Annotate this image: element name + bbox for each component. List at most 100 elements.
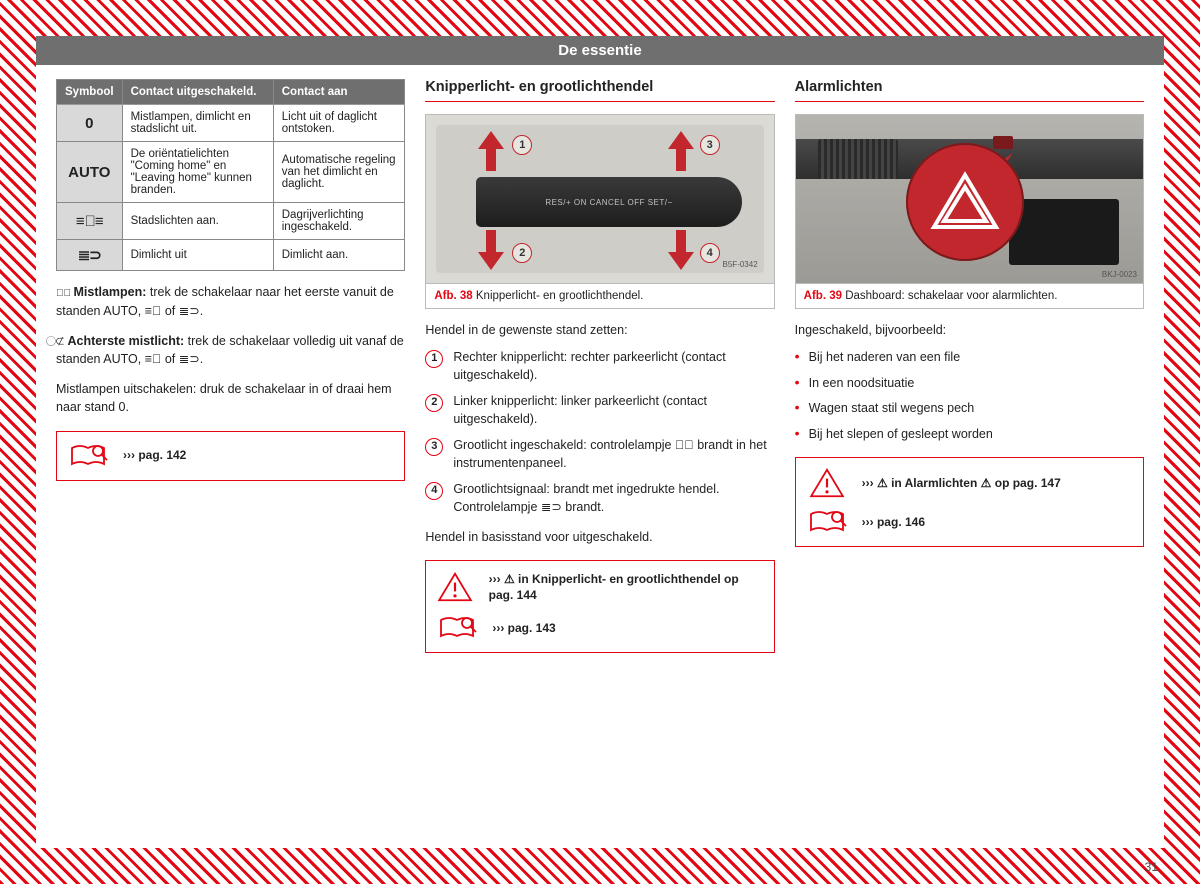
- column-2: Knipperlicht- en grootlichthendel RES/+ …: [425, 79, 774, 838]
- cell-off: Dimlicht uit: [122, 240, 273, 271]
- ref-warn-text: ››› ⚠ in Knipperlicht- en grootlichthend…: [489, 572, 739, 602]
- book-icon: [67, 442, 109, 470]
- figure-caption: Afb. 38 Knipperlicht- en grootlichthende…: [425, 284, 774, 309]
- intro-text: Hendel in de gewenste stand zetten:: [425, 321, 774, 339]
- cell-off: De oriëntatielichten "Coming home" en "L…: [122, 142, 273, 203]
- cell-on: Dimlicht aan.: [273, 240, 405, 271]
- num-4-icon: 4: [425, 482, 443, 500]
- list-item: Bij het slepen of gesleept worden: [795, 426, 1144, 444]
- cell-on: Dagrijverlichting ingeschakeld.: [273, 203, 405, 240]
- num-2-icon: 2: [425, 394, 443, 412]
- list-item: Bij het naderen van een file: [795, 349, 1144, 367]
- sym-cell: 0: [57, 105, 123, 142]
- cell-on: Licht uit of daglicht ontstoken.: [273, 105, 405, 142]
- page-number: 31: [1145, 860, 1158, 874]
- book-icon: [806, 508, 848, 536]
- fig-marker-1: 1: [512, 135, 532, 155]
- arrow-up-icon: [478, 131, 504, 174]
- arrow-up-icon: [668, 131, 694, 174]
- cell-on: Automatische regeling van het dimlicht e…: [273, 142, 405, 203]
- stalk-labels: RES/+ ON CANCEL OFF SET/−: [545, 198, 672, 207]
- ref-text: ››› pag. 146: [862, 514, 925, 530]
- paragraph: ⃝⊄ Achterste mistlicht: trek de schakela…: [56, 332, 405, 369]
- ref-line: ››› pag. 142: [67, 442, 394, 470]
- list-item: Wagen staat stil wegens pech: [795, 400, 1144, 418]
- fig-marker-4: 4: [700, 243, 720, 263]
- list-item: In een noodsituatie: [795, 375, 1144, 393]
- ref-text: ››› pag. 142: [123, 447, 186, 463]
- section-title: Knipperlicht- en grootlichthendel: [425, 79, 774, 102]
- fig-display: [1009, 199, 1119, 265]
- caption-afb: Afb. 38: [434, 290, 472, 302]
- th-symbol: Symbool: [57, 80, 123, 105]
- column-1: Symbool Contact uitgeschakeld. Contact a…: [56, 79, 405, 838]
- ref-line: ››› pag. 143: [436, 614, 763, 642]
- paragraph: Mistlampen uitschakelen: druk de schakel…: [56, 380, 405, 416]
- reference-box: ››› pag. 142: [56, 431, 405, 481]
- reference-box: ››› ⚠ in Knipperlicht- en grootlichthend…: [425, 560, 774, 652]
- figure-code: B5F-0342: [723, 260, 758, 269]
- stalk: RES/+ ON CANCEL OFF SET/−: [476, 177, 741, 227]
- intro-text: Ingeschakeld, bijvoorbeeld:: [795, 321, 1144, 339]
- caption-afb: Afb. 39: [804, 290, 842, 302]
- ref-line: ››› pag. 146: [806, 508, 1133, 536]
- paragraph: ⊅⃝ Mistlampen: trek de schakelaar naar h…: [56, 283, 405, 320]
- list-item: 1 Rechter knipperlicht: rechter parkeerli…: [425, 349, 774, 384]
- ref-line: ››› ⚠ in Knipperlicht- en grootlichthend…: [436, 571, 763, 603]
- sym-cell: ≡⃝≡: [57, 203, 123, 240]
- sym-cell: ≣⊃: [57, 240, 123, 271]
- section-header: De essentie: [36, 36, 1164, 65]
- list-text: Grootlichtsignaal: brandt met ingedrukte…: [453, 481, 774, 516]
- column-3: Alarmlichten BKJ-0023 Afb. 39 Dash: [795, 79, 1144, 838]
- hazard-button: [993, 136, 1013, 149]
- table-row: ≡⃝≡ Stadslichten aan. Dagrijverlichting …: [57, 203, 405, 240]
- callout-circle: [906, 143, 1024, 261]
- caption-text: Knipperlicht- en grootlichthendel.: [476, 290, 644, 302]
- bold-label: Mistlampen:: [73, 285, 146, 299]
- figure-39: BKJ-0023: [795, 114, 1144, 284]
- num-3-icon: 3: [425, 438, 443, 456]
- sym-cell: AUTO: [57, 142, 123, 203]
- fig-marker-2: 2: [512, 243, 532, 263]
- table-row: 0 Mistlampen, dimlicht en stadslicht uit…: [57, 105, 405, 142]
- section-title: Alarmlichten: [795, 79, 1144, 102]
- caption-text: Dashboard: schakelaar voor alarmlichten.: [845, 290, 1057, 302]
- cell-off: Mistlampen, dimlicht en stadslicht uit.: [122, 105, 273, 142]
- ref-text: ››› ⚠ in Knipperlicht- en grootlichthend…: [489, 571, 764, 603]
- fog-icon: ⊅⃝: [56, 288, 70, 299]
- bullet-list: Bij het naderen van een file In een nood…: [795, 349, 1144, 443]
- fig-marker-3: 3: [700, 135, 720, 155]
- table-row: ≣⊃ Dimlicht uit Dimlicht aan.: [57, 240, 405, 271]
- th-off: Contact uitgeschakeld.: [122, 80, 273, 105]
- rear-fog-icon: ⃝⊄: [56, 337, 64, 348]
- figure-38: RES/+ ON CANCEL OFF SET/− 1: [425, 114, 774, 284]
- bold-label: Achterste mistlicht:: [67, 334, 184, 348]
- list-text: Linker knipperlicht: linker parkeerlicht…: [453, 393, 774, 428]
- reference-box: ››› ⚠ in Alarmlichten ⚠ op pag. 147 ››› …: [795, 457, 1144, 547]
- hazard-triangle-icon: [930, 171, 1000, 233]
- figure-caption: Afb. 39 Dashboard: schakelaar voor alarm…: [795, 284, 1144, 309]
- warning-icon: [806, 468, 848, 498]
- table-row: AUTO De oriëntatielichten "Coming home" …: [57, 142, 405, 203]
- ref-text: ››› pag. 143: [492, 620, 555, 636]
- outro-text: Hendel in basisstand voor uitgeschakeld.: [425, 528, 774, 546]
- list-text: Rechter knipperlicht: rechter parkeerlic…: [453, 349, 774, 384]
- figure-code: BKJ-0023: [1102, 270, 1137, 279]
- ref-text: ››› ⚠ in Alarmlichten ⚠ op pag. 147: [862, 475, 1061, 491]
- fig-air-vent: [818, 139, 898, 179]
- arrow-down-icon: [478, 230, 504, 273]
- figure-inner: RES/+ ON CANCEL OFF SET/− 1: [436, 125, 763, 273]
- th-on: Contact aan: [273, 80, 405, 105]
- book-icon: [436, 614, 478, 642]
- page: De essentie Symbool Contact uitgeschakel…: [36, 36, 1164, 848]
- numbered-list: 1 Rechter knipperlicht: rechter parkeerli…: [425, 349, 774, 516]
- list-text: Grootlicht ingeschakeld: controlelampje …: [453, 437, 774, 472]
- warning-icon: [436, 572, 474, 602]
- ref-line: ››› ⚠ in Alarmlichten ⚠ op pag. 147: [806, 468, 1133, 498]
- list-item: 4 Grootlichtsignaal: brandt met ingedrukt…: [425, 481, 774, 516]
- num-1-icon: 1: [425, 350, 443, 368]
- symbol-table: Symbool Contact uitgeschakeld. Contact a…: [56, 79, 405, 271]
- cell-off: Stadslichten aan.: [122, 203, 273, 240]
- arrow-down-icon: [668, 230, 694, 273]
- columns: Symbool Contact uitgeschakeld. Contact a…: [36, 65, 1164, 848]
